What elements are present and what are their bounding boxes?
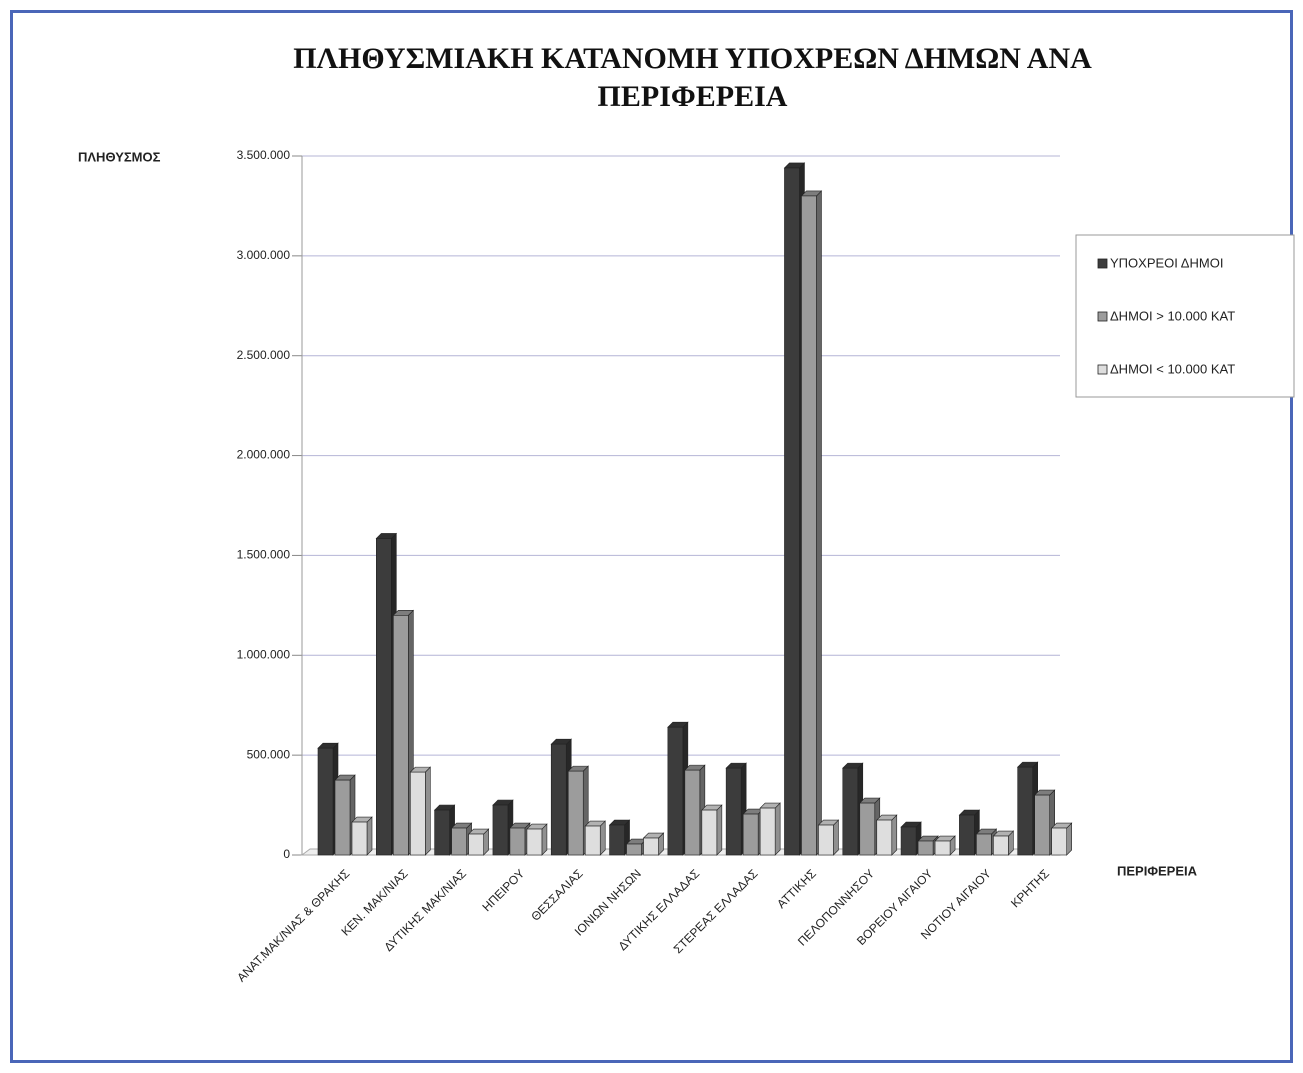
bar-side <box>716 804 723 856</box>
bar <box>467 828 490 856</box>
bar <box>876 814 898 856</box>
x-tick-label: ΘΕΣΣΑΛΙΑΣ <box>528 866 585 923</box>
bar-front <box>393 615 409 856</box>
bar <box>992 830 1015 856</box>
y-tick-label: 0 <box>283 847 290 861</box>
bar-front <box>859 802 876 856</box>
bar-front <box>701 809 718 856</box>
bar-front <box>468 833 484 856</box>
bar-front <box>584 825 601 856</box>
bar-front <box>626 843 642 856</box>
bar <box>608 819 631 856</box>
bar <box>934 835 956 856</box>
y-tick-label: 1.000.000 <box>237 647 291 661</box>
bar <box>1033 789 1056 856</box>
legend-label: ΥΠΟΧΡΕΟΙ ΔΗΜΟΙ <box>1110 255 1223 270</box>
bar-front <box>801 195 817 856</box>
bar-front <box>550 743 567 856</box>
bar-front <box>1051 827 1067 856</box>
bar-front <box>784 167 800 856</box>
legend-box <box>1075 234 1295 398</box>
bar <box>1050 822 1073 856</box>
bar-front <box>976 833 992 856</box>
bar-front <box>351 821 368 856</box>
bar <box>859 797 881 856</box>
legend-swatch <box>1097 258 1108 269</box>
y-axis-label: ΠΛΗΘΥΣΜΟΣ <box>78 149 161 164</box>
bar-front <box>376 538 392 856</box>
bar-side <box>891 814 898 856</box>
bar-side <box>425 766 431 856</box>
bar-front <box>742 813 759 856</box>
bar-front <box>684 769 701 856</box>
y-tick-label: 3.000.000 <box>237 248 291 262</box>
y-tick-label: 3.500.000 <box>237 148 291 162</box>
frame <box>10 10 1293 1063</box>
bar-front <box>334 779 351 856</box>
x-tick-label: ΑΝΑΤ.ΜΑΚ/ΝΙΑΣ & ΘΡΑΚΗΣ <box>234 866 352 984</box>
bar-front <box>842 767 859 856</box>
y-tick-label: 500.000 <box>247 747 291 761</box>
bar-front <box>1034 794 1050 856</box>
bar-side <box>366 816 373 856</box>
bar-front <box>993 835 1009 856</box>
bar-side <box>833 819 839 856</box>
bar <box>759 802 781 856</box>
bar <box>409 766 432 856</box>
bar-front <box>434 809 450 856</box>
bar-front <box>759 807 776 856</box>
bar-front <box>643 837 659 856</box>
bar-side <box>599 820 606 856</box>
legend-label: ΔΗΜΟΙ < 10.000 ΚΑΤ <box>1110 361 1235 376</box>
bar <box>351 816 373 856</box>
bar-front <box>317 747 334 856</box>
bar-front <box>725 767 742 856</box>
bar <box>642 832 665 856</box>
bar-front <box>934 840 951 856</box>
bar-side <box>1066 822 1072 856</box>
bar-front <box>526 828 543 856</box>
bar-front <box>451 827 467 856</box>
bar <box>701 804 723 856</box>
bar-side <box>774 802 781 856</box>
bar-front <box>567 770 584 856</box>
x-axis-label: ΠΕΡΙΦΕΡΕΙΑ <box>1117 863 1198 878</box>
legend-swatch <box>1097 311 1108 322</box>
bar-front <box>509 827 526 856</box>
bar-front <box>667 726 684 856</box>
x-tick-label: ΚΡΗΤΗΣ <box>1008 866 1052 910</box>
bar <box>584 820 606 856</box>
bar-front <box>410 771 426 856</box>
bar-front <box>959 814 975 856</box>
y-tick-label: 2.000.000 <box>237 448 291 462</box>
bar <box>526 823 548 856</box>
bar-front <box>1017 766 1033 856</box>
bar-front <box>917 840 934 856</box>
bar-front <box>876 819 893 856</box>
bar <box>800 190 823 856</box>
bar <box>817 819 840 856</box>
y-tick-label: 2.500.000 <box>237 348 291 362</box>
bar-front <box>818 824 834 856</box>
bar-front <box>609 824 625 856</box>
legend-swatch <box>1097 364 1108 375</box>
y-tick-label: 1.500.000 <box>237 548 291 562</box>
bar-front <box>492 804 509 856</box>
bar-side <box>816 190 822 856</box>
x-tick-label: ΗΠΕΙΡΟΥ <box>479 866 527 914</box>
bar-front <box>900 826 917 856</box>
chart-title: ΠΛΗΘΥΣΜΙΑΚΗ ΚΑΤΑΝΟΜΗ ΥΠΟΧΡΕΩΝ ΔΗΜΩΝ ΑΝΑ … <box>293 42 1092 113</box>
legend-label: ΔΗΜΟΙ > 10.000 ΚΑΤ <box>1110 308 1235 323</box>
x-tick-label: ΑΤΤΙΚΗΣ <box>774 866 819 911</box>
